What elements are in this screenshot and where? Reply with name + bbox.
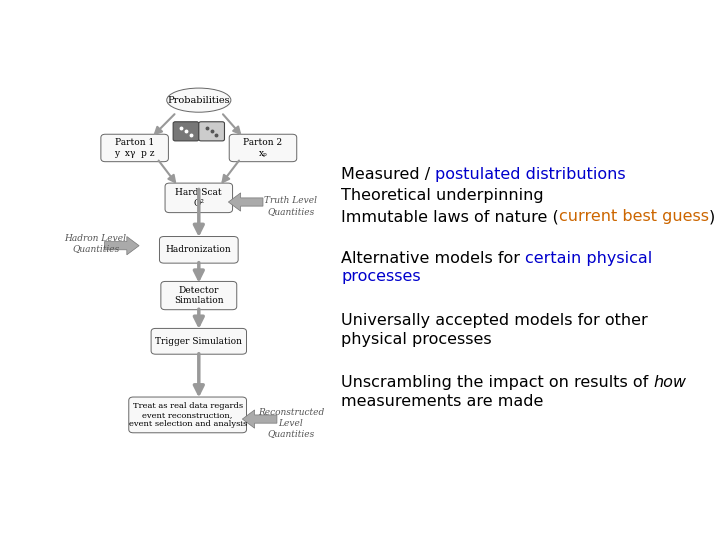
Text: Truth Level
Quantities: Truth Level Quantities: [264, 197, 318, 216]
FancyBboxPatch shape: [151, 328, 246, 354]
FancyBboxPatch shape: [129, 397, 246, 433]
Text: current best guess: current best guess: [559, 209, 709, 224]
Text: Parton 1
y  xγ  p z: Parton 1 y xγ p z: [114, 138, 155, 158]
Text: Hadronization: Hadronization: [166, 245, 232, 254]
Text: Hard Scat
Q²: Hard Scat Q²: [176, 188, 222, 207]
Polygon shape: [104, 237, 139, 255]
FancyBboxPatch shape: [173, 122, 199, 141]
Text: Alternative models for: Alternative models for: [341, 251, 525, 266]
Text: measurements are made: measurements are made: [341, 394, 544, 409]
FancyBboxPatch shape: [161, 281, 237, 310]
Text: Detector
Simulation: Detector Simulation: [174, 286, 224, 305]
Ellipse shape: [167, 88, 231, 112]
Text: Parton 2
xₚ: Parton 2 xₚ: [243, 138, 282, 158]
Text: Trigger Simulation: Trigger Simulation: [156, 337, 243, 346]
Text: Theoretical underpinning: Theoretical underpinning: [341, 188, 544, 203]
FancyBboxPatch shape: [199, 122, 225, 141]
Text: postulated distributions: postulated distributions: [436, 167, 626, 183]
Text: physical processes: physical processes: [341, 332, 492, 347]
Text: Immutable laws of nature (: Immutable laws of nature (: [341, 209, 559, 224]
Text: how: how: [654, 375, 686, 390]
FancyBboxPatch shape: [229, 134, 297, 161]
Text: Universally accepted models for other: Universally accepted models for other: [341, 313, 648, 328]
Polygon shape: [228, 193, 263, 211]
FancyBboxPatch shape: [101, 134, 168, 161]
FancyBboxPatch shape: [165, 183, 233, 213]
Polygon shape: [243, 410, 277, 428]
Text: Probabilities: Probabilities: [168, 96, 230, 105]
Text: Reconstructed
Level
Quantities: Reconstructed Level Quantities: [258, 408, 324, 438]
Text: Treat as real data regards
event reconstruction,
event selection and analysis: Treat as real data regards event reconst…: [129, 402, 247, 428]
Text: Unscrambling the impact on results of: Unscrambling the impact on results of: [341, 375, 654, 390]
Text: Hadron Level
Quantities: Hadron Level Quantities: [65, 234, 127, 253]
Text: ): ): [709, 209, 715, 224]
Text: Measured /: Measured /: [341, 167, 436, 183]
FancyBboxPatch shape: [159, 237, 238, 263]
Text: certain physical: certain physical: [525, 251, 652, 266]
Text: processes: processes: [341, 269, 420, 285]
